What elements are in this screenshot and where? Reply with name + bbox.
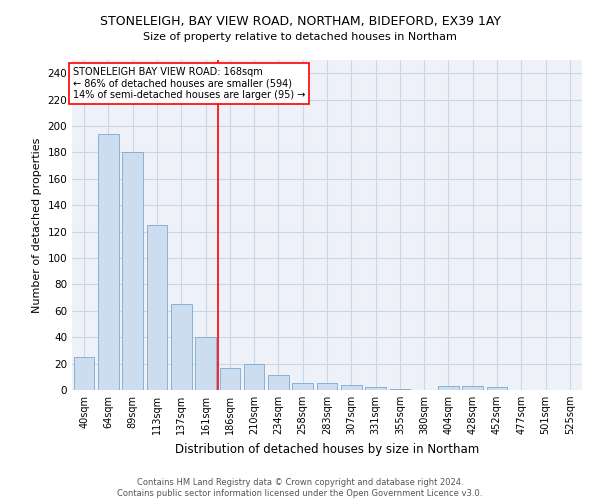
- Bar: [365, 388, 386, 390]
- Bar: [122, 152, 143, 390]
- Bar: [98, 134, 119, 390]
- Bar: [268, 376, 289, 390]
- Bar: [74, 357, 94, 390]
- Text: Contains HM Land Registry data © Crown copyright and database right 2024.
Contai: Contains HM Land Registry data © Crown c…: [118, 478, 482, 498]
- Bar: [220, 368, 240, 390]
- Text: STONELEIGH, BAY VIEW ROAD, NORTHAM, BIDEFORD, EX39 1AY: STONELEIGH, BAY VIEW ROAD, NORTHAM, BIDE…: [100, 15, 500, 28]
- Bar: [389, 388, 410, 390]
- Bar: [292, 384, 313, 390]
- Bar: [195, 337, 216, 390]
- Bar: [244, 364, 265, 390]
- Bar: [341, 384, 362, 390]
- Text: STONELEIGH BAY VIEW ROAD: 168sqm
← 86% of detached houses are smaller (594)
14% : STONELEIGH BAY VIEW ROAD: 168sqm ← 86% o…: [73, 66, 305, 100]
- Text: Size of property relative to detached houses in Northam: Size of property relative to detached ho…: [143, 32, 457, 42]
- Bar: [438, 386, 459, 390]
- Bar: [487, 388, 508, 390]
- X-axis label: Distribution of detached houses by size in Northam: Distribution of detached houses by size …: [175, 442, 479, 456]
- Bar: [171, 304, 191, 390]
- Bar: [146, 225, 167, 390]
- Bar: [317, 384, 337, 390]
- Y-axis label: Number of detached properties: Number of detached properties: [32, 138, 42, 312]
- Bar: [463, 386, 483, 390]
